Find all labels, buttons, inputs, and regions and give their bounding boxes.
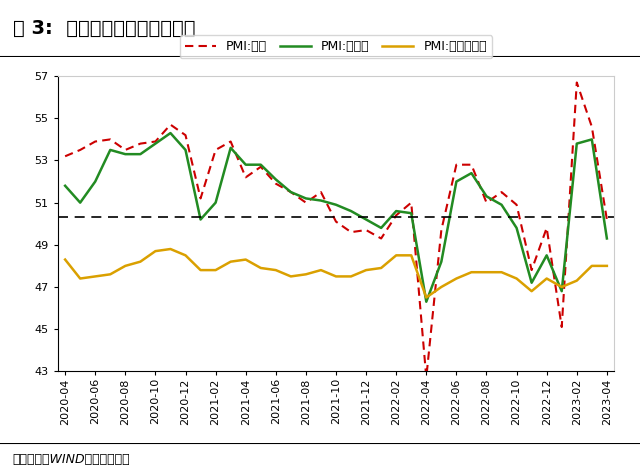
Legend: PMI:生产, PMI:采购量, PMI:原材料库存: PMI:生产, PMI:采购量, PMI:原材料库存 [180,35,492,58]
Text: 资料来源：WIND，财信研究院: 资料来源：WIND，财信研究院 [13,453,131,466]
Text: 图 3:  制造业生产扩张明显放缓: 图 3: 制造业生产扩张明显放缓 [13,19,195,38]
